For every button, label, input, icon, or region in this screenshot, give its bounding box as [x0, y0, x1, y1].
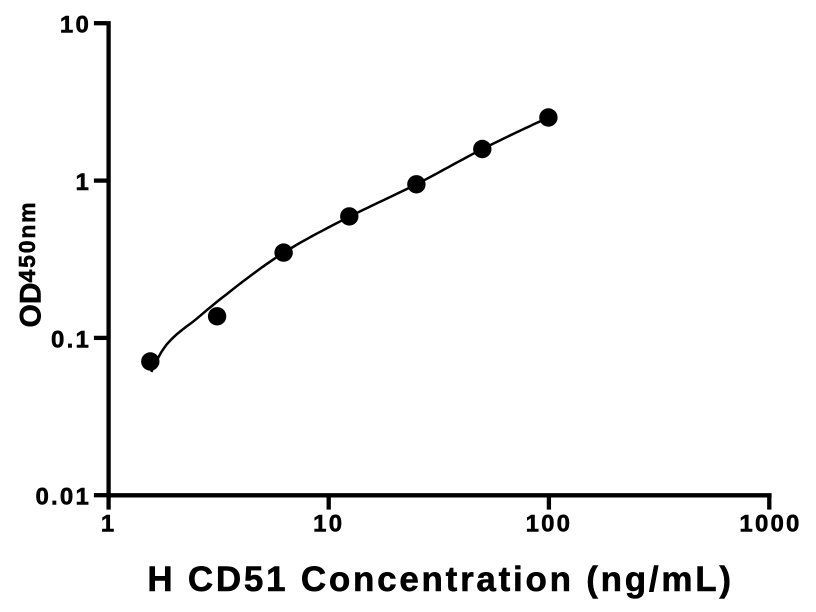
svg-text:1: 1 [101, 511, 117, 538]
svg-text:10: 10 [60, 12, 91, 39]
svg-text:1000: 1000 [739, 511, 801, 538]
svg-text:0.1: 0.1 [51, 326, 91, 353]
svg-text:0.01: 0.01 [35, 484, 91, 511]
svg-text:OD450nm: OD450nm [14, 201, 48, 328]
svg-text:100: 100 [526, 511, 573, 538]
svg-text:10: 10 [313, 511, 344, 538]
svg-text:1: 1 [75, 169, 91, 196]
svg-text:H CD51 Concentration (ng/mL): H CD51 Concentration (ng/mL) [147, 560, 733, 599]
